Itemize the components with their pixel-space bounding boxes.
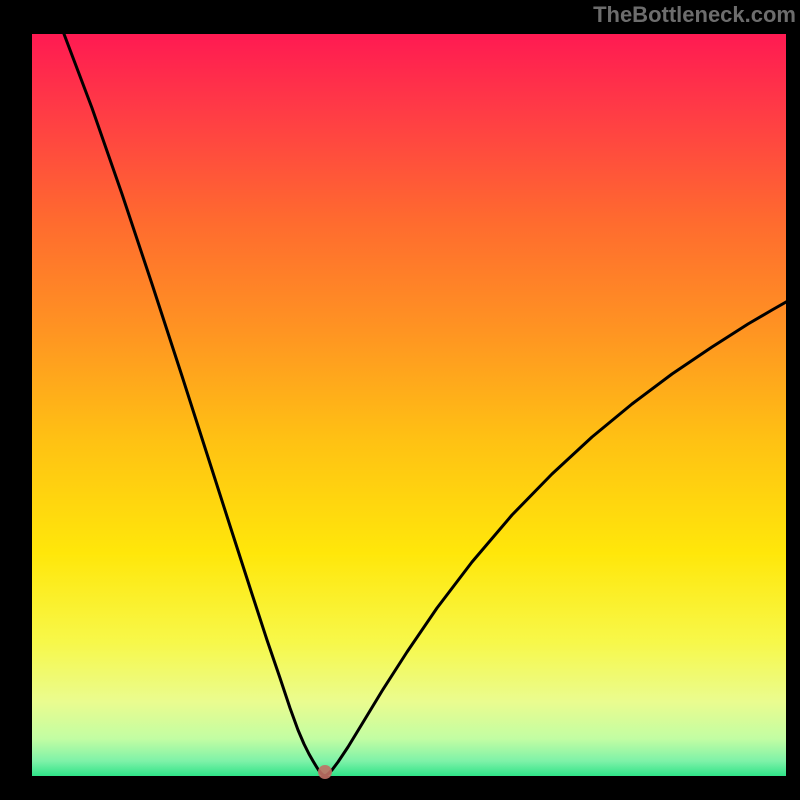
watermark-text: TheBottleneck.com xyxy=(593,2,796,28)
gradient-background xyxy=(32,34,786,776)
plot-area xyxy=(32,34,786,776)
chart-container: TheBottleneck.com xyxy=(0,0,800,800)
optimum-marker xyxy=(318,765,332,779)
